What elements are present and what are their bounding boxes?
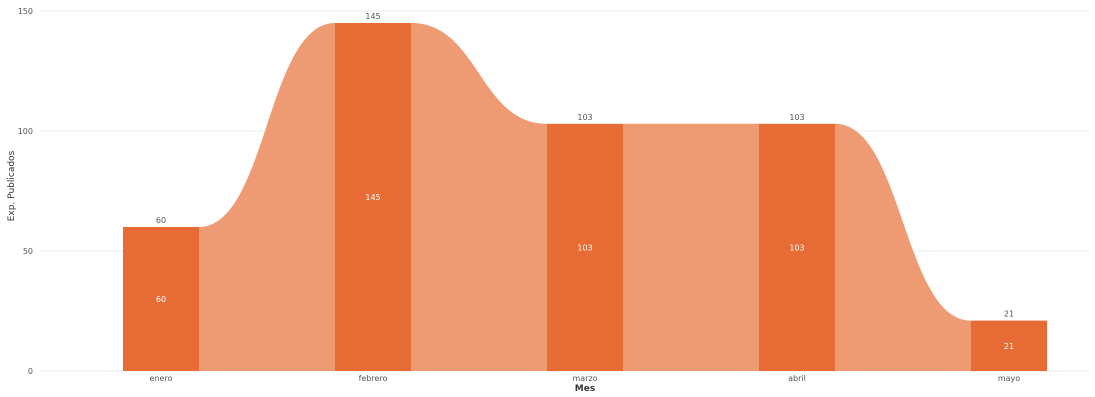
data-label-outside-abril: 103 (789, 113, 804, 122)
x-tick-label-febrero: febrero (359, 374, 388, 383)
x-tick-label-mayo: mayo (998, 374, 1020, 383)
x-axis-title: Mes (575, 384, 595, 394)
data-label-outside-mayo: 21 (1004, 310, 1014, 319)
bar-marzo[interactable] (547, 123, 623, 371)
data-label-inside-enero: 60 (156, 295, 166, 304)
bar-abril[interactable] (759, 123, 835, 371)
axis-layer: 0 50 100 150 enero febrero marzo abril mayo (18, 7, 1021, 383)
y-tick-label-150: 150 (18, 7, 33, 16)
data-label-outside-febrero: 145 (365, 12, 380, 21)
data-label-inside-febrero: 145 (365, 193, 380, 202)
ribbon-layer (199, 23, 971, 371)
bar-layer (123, 23, 1047, 371)
data-label-inside-mayo: 21 (1004, 342, 1014, 351)
data-label-outside-marzo: 103 (577, 113, 592, 122)
data-label-outside-enero: 60 (156, 216, 166, 225)
y-tick-label-50: 50 (23, 247, 33, 256)
ribbon-abril-mayo (835, 123, 971, 371)
ribbon-enero-febrero (199, 23, 335, 371)
bar-mayo[interactable] (971, 320, 1047, 371)
ribbon-febrero-marzo (411, 23, 547, 371)
bar-febrero[interactable] (335, 23, 411, 371)
x-tick-label-marzo: marzo (572, 374, 597, 383)
data-label-inside-abril: 103 (789, 243, 804, 252)
data-label-inside-marzo: 103 (577, 243, 592, 252)
y-axis-title: Exp. Publicados (7, 150, 17, 221)
x-tick-label-enero: enero (150, 374, 173, 383)
y-tick-label-100: 100 (18, 127, 33, 136)
label-layer: 60 60 145 145 103 103 103 103 21 21 (156, 12, 1014, 351)
x-tick-label-abril: abril (788, 374, 806, 383)
bar-enero[interactable] (123, 227, 199, 371)
ribbon-marzo-abril (623, 123, 759, 371)
y-tick-label-0: 0 (28, 367, 33, 376)
